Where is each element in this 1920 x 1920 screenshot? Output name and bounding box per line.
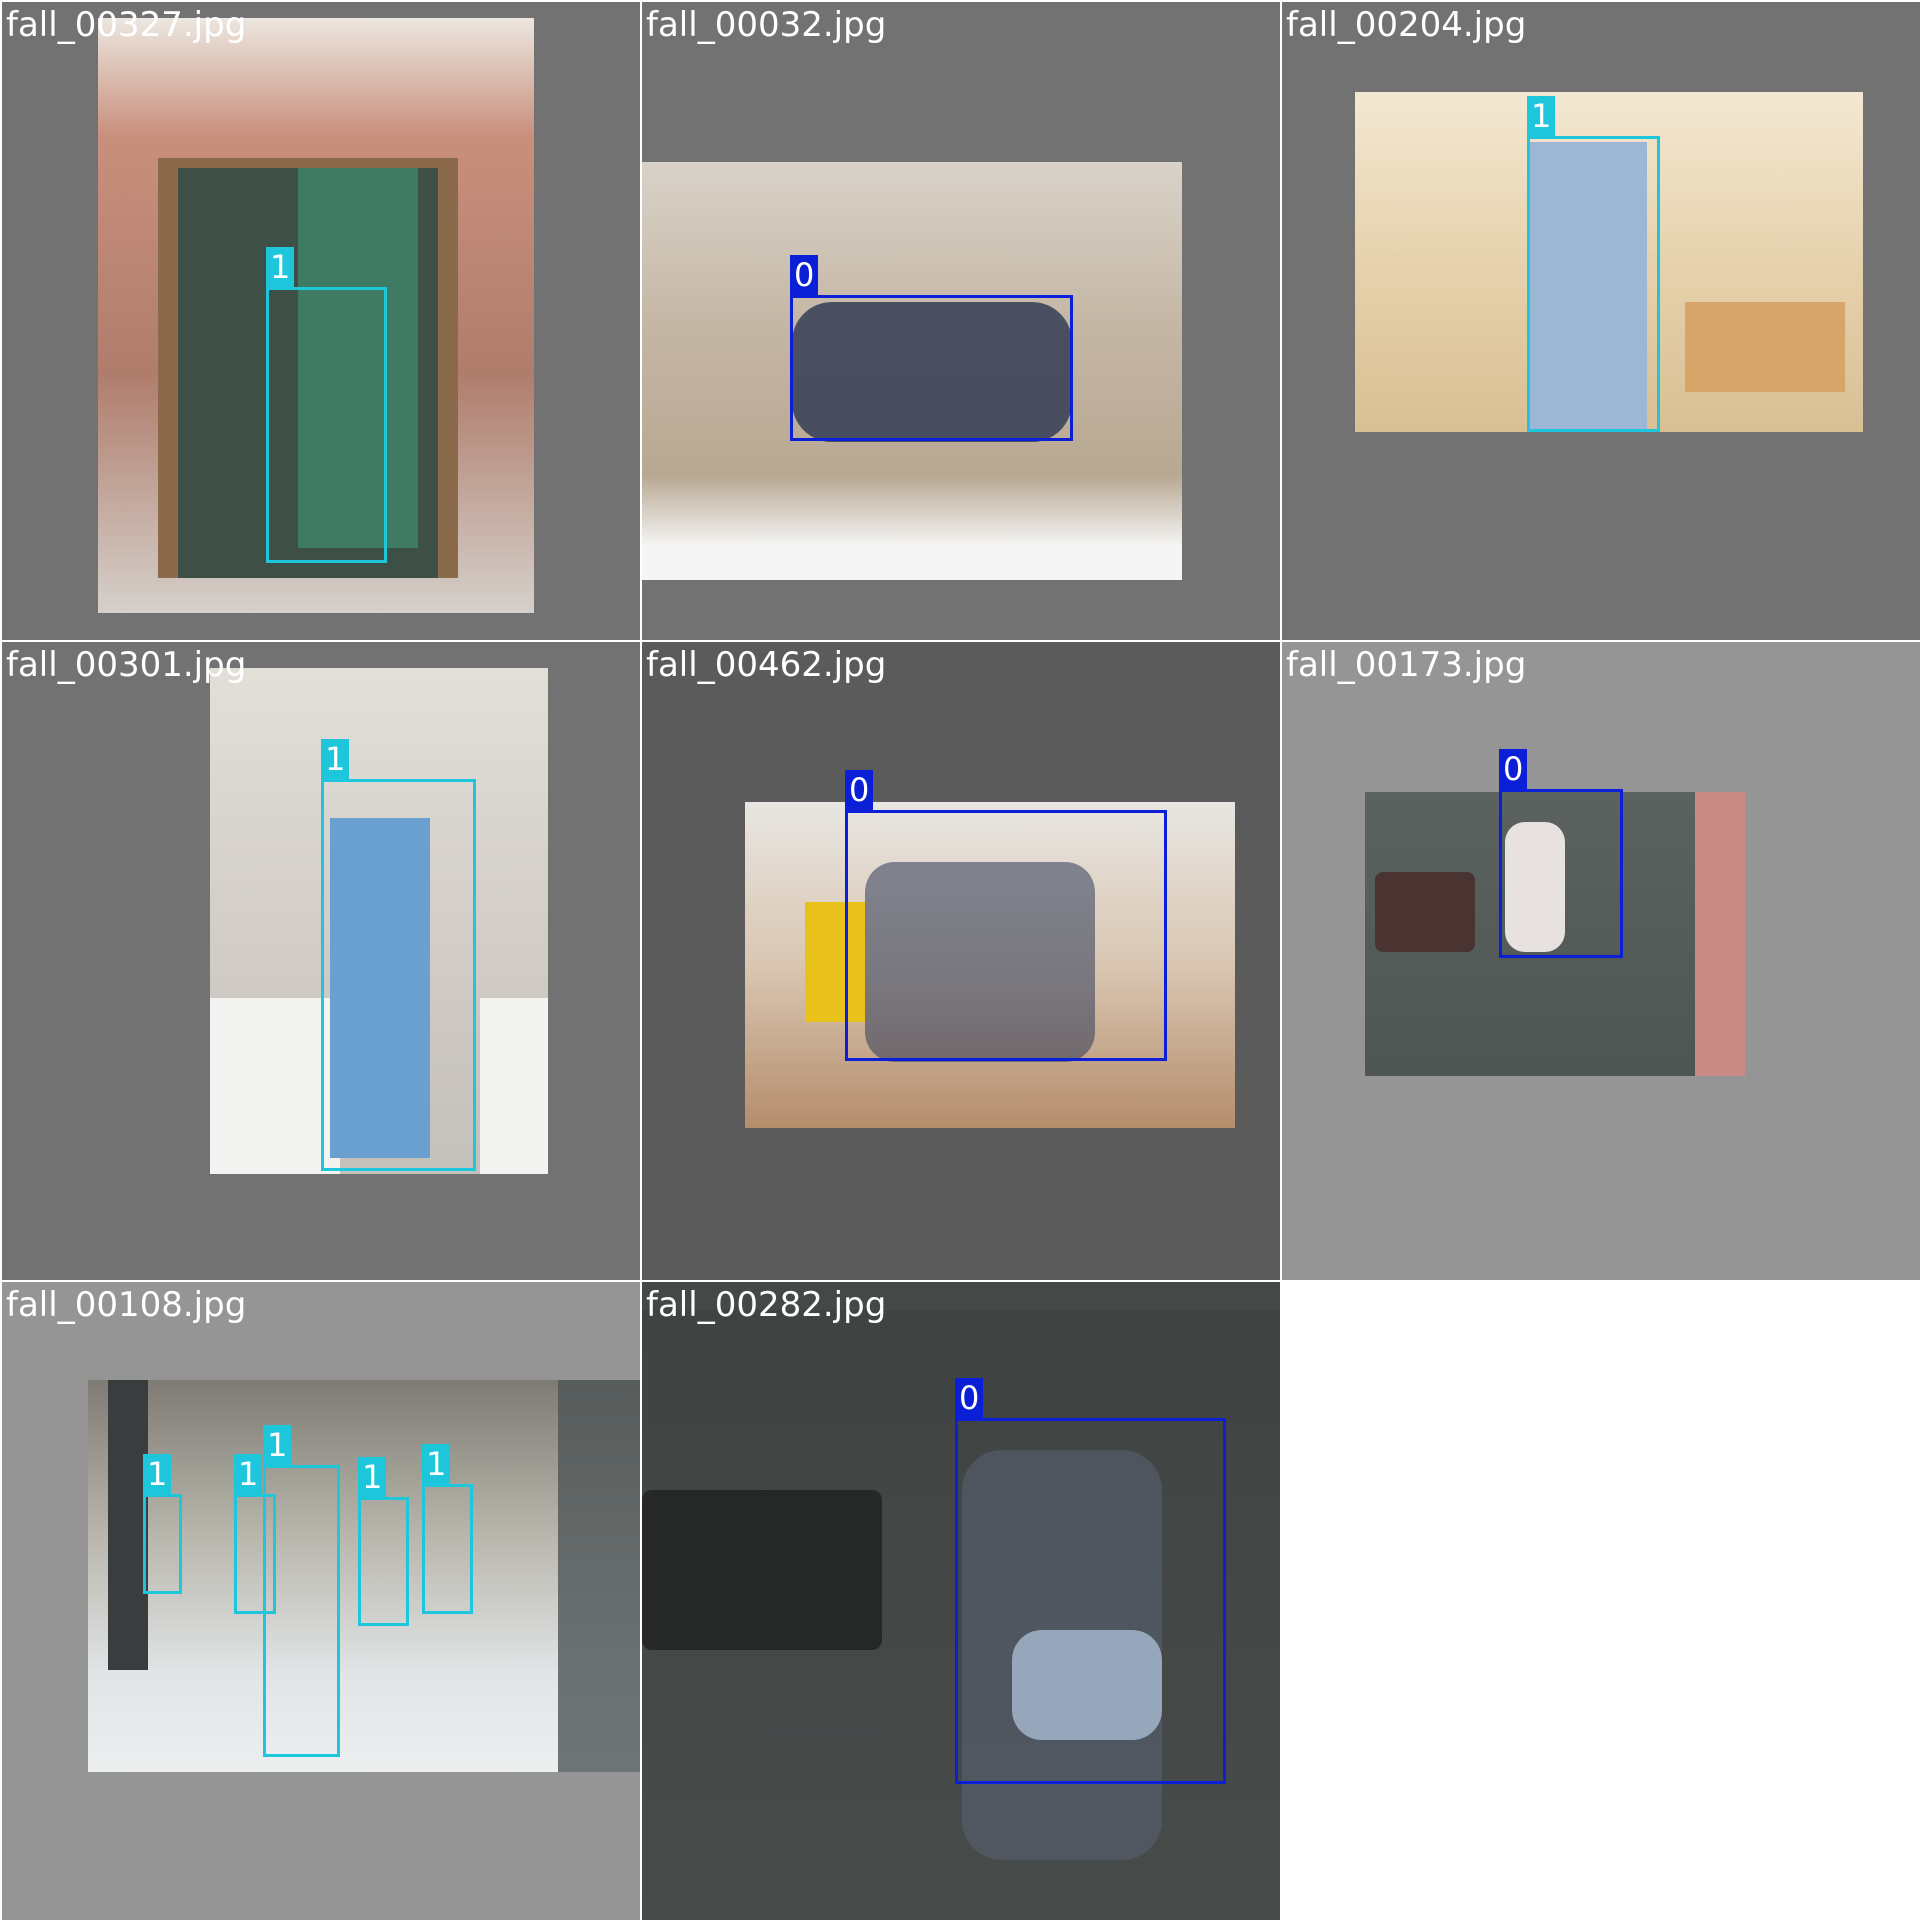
image-filename: fall_00204.jpg: [1286, 5, 1527, 45]
photo: [210, 668, 548, 1174]
image-tile: 1 fall_00301.jpg: [2, 642, 640, 1280]
image-tile: 0 fall_00462.jpg: [642, 642, 1280, 1280]
detection-box: [321, 779, 476, 1171]
image-tile: 0 fall_00032.jpg: [642, 2, 1280, 640]
class-label: 0: [1499, 749, 1528, 789]
class-label: 0: [845, 770, 874, 810]
detection-box: [358, 1497, 409, 1626]
detection-box: [955, 1418, 1226, 1784]
image-tile: 1 1 1 1 1 fall_00108.jpg: [2, 1282, 640, 1920]
detection-box: [263, 1465, 340, 1757]
class-label: 1: [1527, 96, 1556, 136]
class-label: 1: [422, 1444, 451, 1484]
image-filename: fall_00108.jpg: [6, 1285, 247, 1325]
image-filename: fall_00282.jpg: [646, 1285, 887, 1325]
class-label: 1: [143, 1454, 172, 1494]
photo: [642, 162, 1182, 580]
image-filename: fall_00462.jpg: [646, 645, 887, 685]
photo: [1355, 92, 1863, 432]
class-label: 1: [321, 739, 350, 779]
detection-box: [790, 295, 1073, 441]
photo: [1365, 792, 1745, 1076]
photo: [745, 802, 1235, 1128]
image-tile: 0 fall_00282.jpg: [642, 1282, 1280, 1920]
image-filename: fall_00032.jpg: [646, 5, 887, 45]
image-tile: 1 fall_00204.jpg: [1282, 2, 1920, 640]
class-label: 0: [790, 255, 819, 295]
detection-box: [422, 1484, 473, 1614]
detection-box: [1499, 789, 1623, 958]
photo: [98, 18, 534, 613]
image-filename: fall_00327.jpg: [6, 5, 247, 45]
class-label: 1: [358, 1457, 387, 1497]
class-label: 1: [234, 1454, 263, 1494]
image-tile: 1 fall_00327.jpg: [2, 2, 640, 640]
class-label: 1: [263, 1425, 292, 1465]
class-label: 0: [955, 1378, 984, 1418]
class-label: 1: [266, 247, 295, 287]
detection-box: [266, 287, 387, 563]
image-filename: fall_00301.jpg: [6, 645, 247, 685]
detection-box: [143, 1494, 182, 1594]
detection-box: [234, 1494, 276, 1614]
image-tile: 0 fall_00173.jpg: [1282, 642, 1920, 1280]
detection-box: [845, 810, 1167, 1061]
detection-box: [1527, 136, 1660, 432]
image-filename: fall_00173.jpg: [1286, 645, 1527, 685]
